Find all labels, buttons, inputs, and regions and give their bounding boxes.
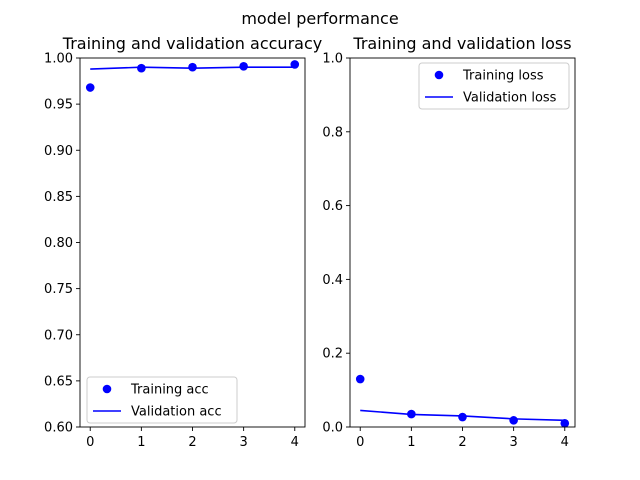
series-line-validation <box>90 66 295 70</box>
chart-title: Training and validation accuracy <box>62 34 322 53</box>
legend: Training loss Validation loss <box>418 62 570 110</box>
y-tick-label: 0.80 <box>44 236 73 251</box>
x-tick-label: 3 <box>239 435 247 450</box>
legend-box <box>418 62 570 110</box>
data-point-training <box>355 374 365 384</box>
y-tick-label: 1.0 <box>322 52 343 67</box>
x-tick-label: 2 <box>458 435 466 450</box>
axes-frame <box>79 57 306 428</box>
y-tick-label: 0.60 <box>44 421 73 436</box>
legend-label: Validation loss <box>463 91 557 106</box>
data-point-training <box>137 63 146 73</box>
chart-title: Training and validation loss <box>352 34 571 53</box>
x-tick-label: 0 <box>86 435 94 450</box>
y-tick-label: 0.8 <box>322 125 343 140</box>
legend-label: Training loss <box>462 69 544 84</box>
x-tick-label: 1 <box>137 435 145 450</box>
x-tick-label: 2 <box>188 435 196 450</box>
y-tick-label: 0.70 <box>44 328 73 343</box>
legend-marker-swatch <box>434 70 444 80</box>
x-tick-label: 1 <box>407 435 415 450</box>
legend-marker-swatch <box>102 384 112 394</box>
y-tick-label: 0.65 <box>44 374 73 389</box>
y-tick-label: 0.6 <box>322 199 343 214</box>
x-tick-label: 4 <box>291 435 299 450</box>
y-tick-label: 0.0 <box>322 421 343 436</box>
y-tick-label: 0.90 <box>44 144 73 159</box>
legend-label: Validation acc <box>131 405 222 420</box>
data-point-training <box>560 419 570 428</box>
legend: Training acc Validation acc <box>86 376 238 424</box>
axes-frame <box>349 57 576 428</box>
y-tick-label: 0.4 <box>322 273 343 288</box>
y-tick-label: 0.75 <box>44 282 73 297</box>
y-tick-label: 0.2 <box>322 347 343 362</box>
y-tick-label: 1.00 <box>44 52 73 67</box>
figure-suptitle: model performance <box>241 9 398 28</box>
chart-panel-1: Training and validation accuracy 0.60 0.65… <box>44 34 322 450</box>
chart-panel-2: Training and validation loss 0.0 0.2 0.4 0.6… <box>322 34 576 450</box>
x-tick-label: 0 <box>356 435 364 450</box>
y-tick-label: 0.85 <box>44 190 73 205</box>
data-point-training <box>85 83 95 92</box>
series-line-validation <box>360 409 565 422</box>
data-point-training <box>239 62 248 71</box>
data-point-training <box>509 416 518 425</box>
data-point-training <box>458 412 467 422</box>
data-point-training <box>188 62 197 72</box>
legend-label: Training acc <box>130 383 209 398</box>
x-tick-label: 3 <box>509 435 517 450</box>
y-tick-label: 0.95 <box>44 98 73 113</box>
legend-box <box>86 376 238 424</box>
x-tick-label: 4 <box>561 435 569 450</box>
